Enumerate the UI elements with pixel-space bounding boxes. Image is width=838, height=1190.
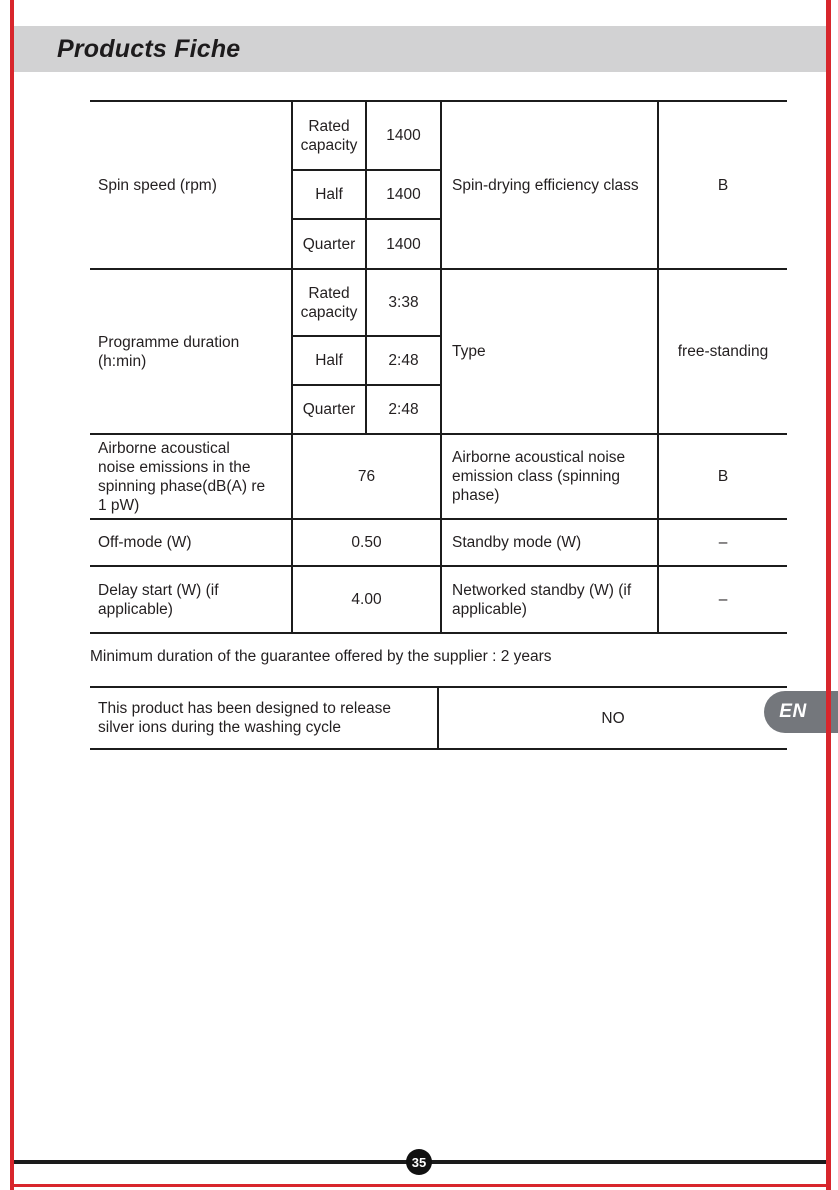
value-cell: – bbox=[657, 565, 787, 634]
value-cell: free-standing bbox=[657, 268, 787, 435]
spec-label-networked-standby: Networked standby (W) (if applicable) bbox=[440, 565, 659, 634]
value-cell: 76 bbox=[291, 433, 442, 520]
silver-ion-table: This product has been designed to releas… bbox=[90, 686, 787, 750]
silver-ion-label: This product has been designed to releas… bbox=[90, 686, 439, 750]
table-row: This product has been designed to releas… bbox=[90, 686, 787, 750]
spec-label-delay-start: Delay start (W) (if applicable) bbox=[90, 565, 293, 634]
load-type-cell: Quarter bbox=[291, 384, 367, 435]
value-cell: 2:48 bbox=[365, 384, 442, 435]
page-number: 35 bbox=[411, 1154, 427, 1170]
value-cell: NO bbox=[437, 686, 787, 750]
table-row: Quarter 1400 bbox=[90, 218, 787, 270]
value-cell: 3:38 bbox=[365, 268, 442, 337]
table-row: Quarter 2:48 bbox=[90, 384, 787, 435]
load-type-cell: Rated capacity bbox=[291, 100, 367, 171]
spec-label-off-mode: Off-mode (W) bbox=[90, 518, 293, 567]
page-number-badge: 35 bbox=[406, 1149, 432, 1175]
spec-label-noise-emission: Airborne acoustical noise emissions in t… bbox=[90, 433, 293, 520]
value-cell: 1400 bbox=[365, 100, 442, 171]
table-row: Spin speed (rpm) Rated capacity 1400 Spi… bbox=[90, 100, 787, 270]
table-row: Half 1400 bbox=[90, 169, 787, 220]
value-cell: 1400 bbox=[365, 169, 442, 220]
guarantee-note: Minimum duration of the guarantee offere… bbox=[90, 648, 552, 665]
load-type-cell: Quarter bbox=[291, 218, 367, 270]
load-type-cell: Half bbox=[291, 335, 367, 386]
language-tab-label: EN bbox=[779, 701, 807, 722]
table-row: Half 2:48 bbox=[90, 335, 787, 386]
value-cell: – bbox=[657, 518, 787, 567]
page-frame-right bbox=[826, 0, 831, 1190]
value-cell: B bbox=[657, 433, 787, 520]
section-header-bar: Products Fiche bbox=[14, 26, 829, 72]
value-cell: 1400 bbox=[365, 218, 442, 270]
spec-label-type: Type bbox=[440, 268, 659, 435]
value-cell: 4.00 bbox=[291, 565, 442, 634]
table-row: Programme duration (h:min) Rated capacit… bbox=[90, 268, 787, 435]
load-type-cell: Half bbox=[291, 169, 367, 220]
page-title: Products Fiche bbox=[57, 34, 241, 63]
table-row: Off-mode (W) 0.50 Standby mode (W) – bbox=[90, 518, 787, 567]
spec-label-noise-class: Airborne acoustical noise emission class… bbox=[440, 433, 659, 520]
product-fiche-table: Spin speed (rpm) Rated capacity 1400 Spi… bbox=[90, 100, 787, 634]
page-frame-left bbox=[10, 0, 14, 1190]
value-cell: 0.50 bbox=[291, 518, 442, 567]
spec-label-spin-speed: Spin speed (rpm) bbox=[90, 100, 293, 270]
value-cell: B bbox=[657, 100, 787, 270]
value-cell: 2:48 bbox=[365, 335, 442, 386]
page-frame-bottom bbox=[10, 1184, 831, 1187]
table-row: Delay start (W) (if applicable) 4.00 Net… bbox=[90, 565, 787, 634]
spec-label-standby-mode: Standby mode (W) bbox=[440, 518, 659, 567]
spec-label-programme-duration: Programme duration (h:min) bbox=[90, 268, 293, 435]
table-row: Airborne acoustical noise emissions in t… bbox=[90, 433, 787, 520]
load-type-cell: Rated capacity bbox=[291, 268, 367, 337]
spec-label-spin-efficiency: Spin-drying efficiency class bbox=[440, 100, 659, 270]
language-tab-en: EN bbox=[764, 691, 838, 733]
